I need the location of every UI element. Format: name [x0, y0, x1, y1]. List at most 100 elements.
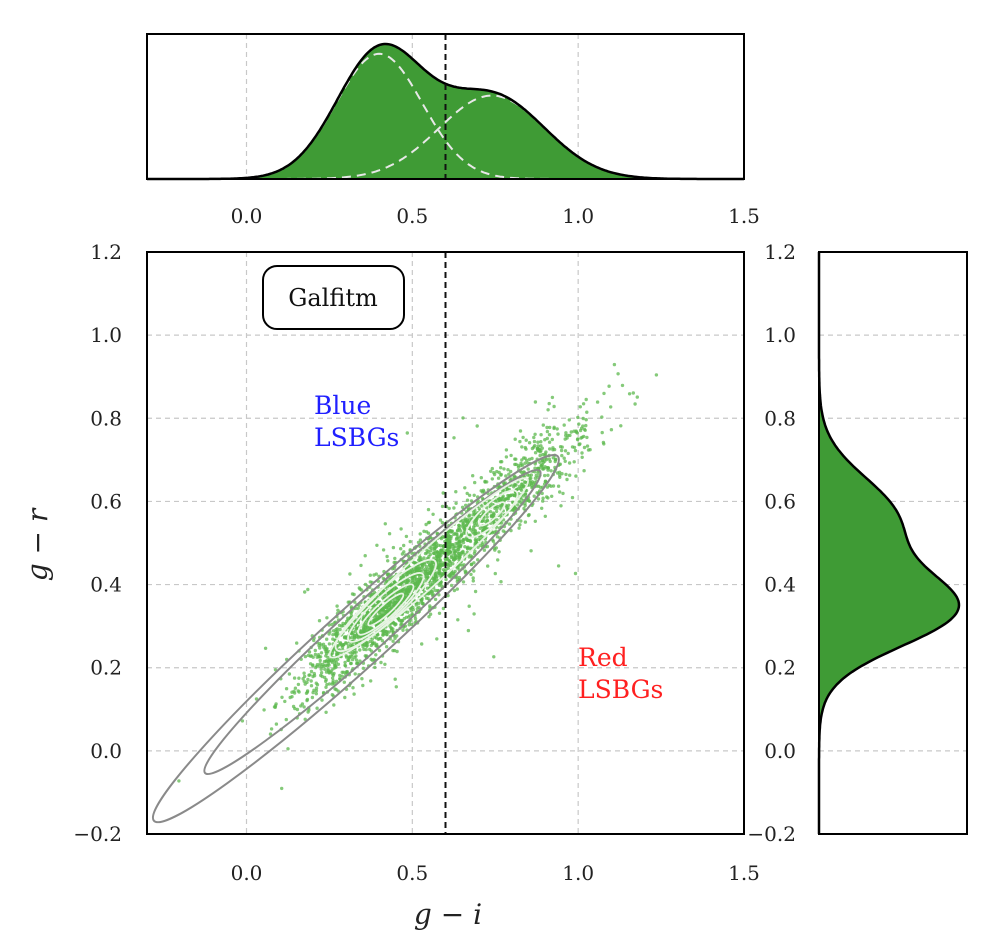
scatter-point	[461, 416, 465, 420]
scatter-point	[533, 476, 538, 480]
scatter-point	[545, 425, 549, 430]
scatter-point	[523, 456, 527, 460]
scatter-point	[545, 436, 549, 441]
scatter-point	[446, 547, 450, 551]
scatter-point	[320, 698, 324, 702]
scatter-point	[407, 623, 411, 627]
scatter-point	[333, 687, 337, 691]
scatter-point	[609, 405, 613, 409]
scatter-point	[564, 472, 568, 477]
scatter-point	[428, 604, 432, 608]
scatter-point	[343, 660, 347, 665]
scatter-point	[471, 513, 475, 517]
scatter-point	[494, 546, 498, 550]
scatter-point	[347, 658, 351, 663]
scatter-point	[585, 435, 589, 440]
scatter-point	[511, 493, 515, 497]
scatter-point	[447, 549, 451, 554]
scatter-point	[536, 440, 540, 444]
scatter-point	[332, 703, 336, 707]
scatter-point	[504, 448, 509, 452]
scatter-point	[429, 567, 433, 571]
scatter-point	[541, 423, 545, 427]
scatter-point	[554, 457, 558, 461]
scatter-point	[313, 648, 317, 653]
scatter-point	[305, 690, 310, 694]
contour-line	[328, 477, 529, 659]
scatter-point	[339, 642, 343, 646]
scatter-point	[368, 580, 372, 584]
scatter-point	[373, 665, 377, 670]
scatter-point	[584, 418, 588, 422]
scatter-point	[341, 621, 345, 626]
scatter-point	[387, 532, 392, 536]
scatter-point	[580, 455, 584, 459]
scatter-point	[317, 619, 322, 623]
scatter-point	[585, 410, 589, 414]
scatter-point	[472, 612, 476, 616]
right-histogram-area	[819, 252, 959, 834]
scatter-point	[572, 460, 576, 464]
scatter-point	[425, 548, 429, 552]
scatter-point	[532, 494, 536, 498]
scatter-point	[423, 567, 427, 571]
scatter-point	[454, 490, 458, 494]
scatter-point	[334, 633, 339, 637]
scatter-point	[315, 706, 319, 710]
scatter-point	[369, 679, 373, 683]
scatter-point	[458, 529, 463, 533]
scatter-point	[318, 658, 322, 663]
scatter-point	[429, 570, 433, 574]
scatter-point	[320, 674, 324, 679]
scatter-point	[527, 441, 532, 445]
scatter-point	[349, 643, 353, 647]
scatter-point	[476, 558, 480, 562]
scatter-point	[448, 542, 453, 546]
scatter-point	[341, 670, 346, 674]
scatter-point	[581, 416, 585, 421]
y-tick-label: 0.6	[90, 489, 122, 513]
scatter-point	[576, 415, 580, 420]
scatter-point	[461, 580, 466, 584]
scatter-point	[516, 463, 520, 468]
scatter-point	[425, 586, 430, 590]
scatter-point	[506, 468, 510, 472]
scatter-point	[521, 435, 525, 440]
scatter-points	[177, 362, 659, 791]
scatter-point	[441, 563, 445, 567]
scatter-point	[466, 628, 471, 633]
scatter-point	[548, 447, 552, 451]
scatter-point	[581, 402, 586, 406]
scatter-point	[280, 695, 284, 699]
scatter-point	[274, 722, 279, 726]
scatter-point	[476, 545, 480, 549]
scatter-point	[342, 680, 346, 684]
scatter-point	[490, 466, 494, 471]
scatter-point	[619, 424, 623, 428]
scatter-point	[546, 468, 550, 472]
scatter-point	[529, 549, 533, 553]
scatter-point	[417, 576, 422, 580]
scatter-point	[324, 685, 328, 689]
scatter-point	[457, 554, 462, 558]
scatter-point	[355, 634, 359, 639]
scatter-point	[387, 630, 391, 634]
scatter-point	[318, 662, 322, 666]
scatter-point	[413, 616, 418, 621]
scatter-point	[240, 719, 245, 723]
scatter-point	[350, 592, 355, 596]
scatter-point	[311, 674, 315, 679]
scatter-point	[402, 550, 406, 554]
contour-line	[151, 454, 560, 824]
scatter-point	[291, 704, 296, 709]
scatter-point	[550, 395, 555, 400]
scatter-point	[473, 589, 478, 594]
scatter-point	[577, 442, 581, 447]
scatter-point	[405, 431, 409, 435]
scatter-point	[383, 522, 387, 526]
scatter-point	[328, 670, 333, 674]
scatter-point	[583, 428, 587, 432]
scatter-point	[387, 601, 392, 606]
scatter-point	[414, 568, 418, 572]
scatter-point	[460, 505, 465, 509]
